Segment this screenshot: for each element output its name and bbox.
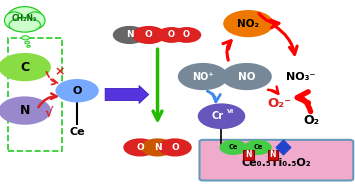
Text: N: N [126,30,133,40]
Text: Ce: Ce [253,144,263,150]
Circle shape [132,26,165,44]
Text: C: C [20,61,29,74]
Text: O: O [168,30,175,40]
Text: VI: VI [227,109,234,114]
Text: ×: × [54,66,65,79]
Ellipse shape [25,41,29,44]
Circle shape [157,27,186,43]
Text: N: N [245,150,252,159]
FancyBboxPatch shape [200,140,353,180]
Circle shape [141,138,174,156]
Text: O₂⁻: O₂⁻ [268,97,292,109]
Text: O: O [136,143,144,152]
Circle shape [219,140,247,155]
Text: N: N [154,143,161,152]
Text: √: √ [45,108,53,121]
Circle shape [123,138,157,156]
Circle shape [0,96,51,125]
Text: O₂: O₂ [303,114,319,126]
Text: CH₂N₂: CH₂N₂ [12,14,37,23]
Text: O: O [72,86,82,96]
Text: Ce: Ce [229,144,238,150]
Point [280,146,286,149]
Ellipse shape [26,12,45,29]
FancyArrow shape [105,86,149,104]
Circle shape [223,10,274,37]
Circle shape [222,63,272,90]
Circle shape [0,53,51,81]
Circle shape [198,103,245,129]
Text: NO₃⁻: NO₃⁻ [286,72,316,81]
Ellipse shape [27,45,30,47]
FancyBboxPatch shape [268,150,278,160]
Text: NO₂: NO₂ [237,19,260,29]
Ellipse shape [5,12,24,29]
Circle shape [172,27,201,43]
Circle shape [158,138,192,156]
FancyBboxPatch shape [243,150,253,160]
Circle shape [55,79,99,102]
Ellipse shape [22,36,29,40]
Circle shape [178,63,228,90]
Text: Ce₀.₅Ti₀.₅O₂: Ce₀.₅Ti₀.₅O₂ [241,159,311,168]
Text: NO⁺: NO⁺ [192,72,214,81]
Ellipse shape [6,7,43,31]
Text: O: O [183,30,190,40]
Circle shape [244,140,272,155]
Text: Ce: Ce [69,127,85,137]
Text: NO: NO [238,72,255,81]
Text: O: O [171,143,179,152]
Text: Cr: Cr [212,111,224,121]
Text: N: N [20,104,30,117]
Text: O: O [145,30,153,40]
Text: N: N [269,150,276,159]
Ellipse shape [9,18,40,32]
Text: +: + [155,27,168,43]
Circle shape [113,26,146,44]
